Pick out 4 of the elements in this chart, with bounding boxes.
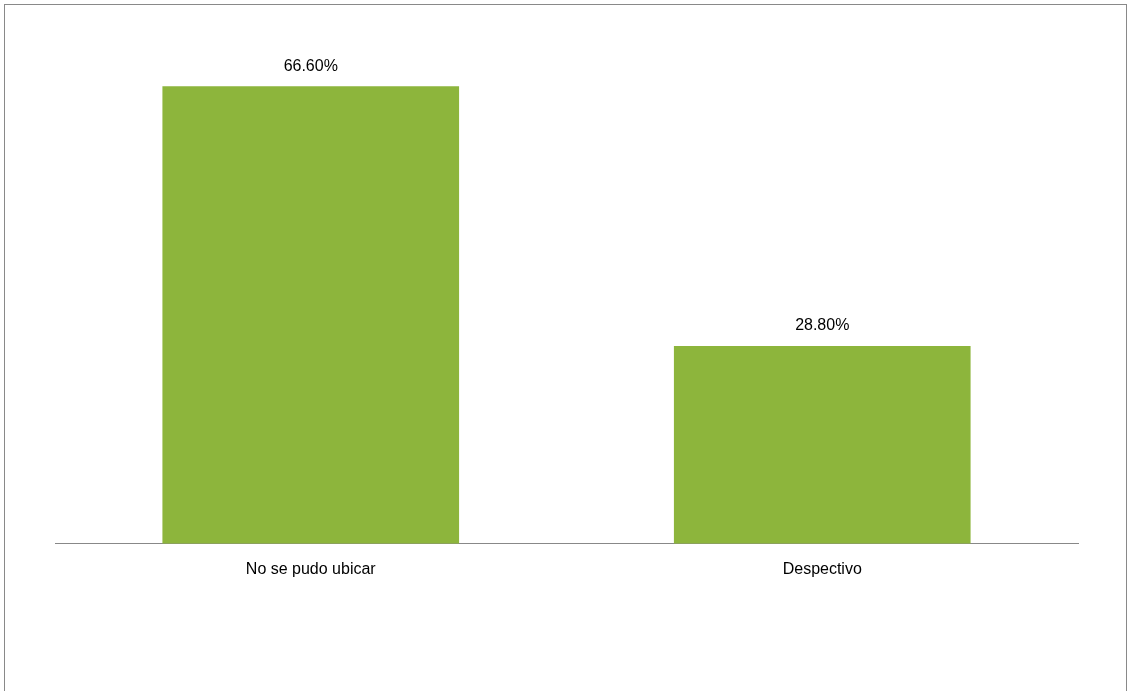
x-tick-label: No se pudo ubicar <box>245 559 377 577</box>
x-tick-label: Despectivo <box>782 559 862 577</box>
data-label: 28.80% <box>795 316 850 334</box>
data-label: 66.60% <box>283 56 338 74</box>
